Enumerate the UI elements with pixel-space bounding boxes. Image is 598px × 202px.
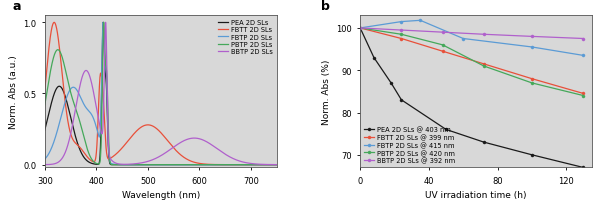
FBTT 2D SLs @ 399 nm: [398, 38, 405, 41]
FBTP 2D SLs: [271, 164, 278, 166]
BBTP 2D SLs: [271, 164, 278, 166]
FBTT 2D SLs: [140, 125, 147, 127]
FBTP 2D SLs: [276, 164, 283, 166]
FBTP 2D SLs @ 415 nm: [528, 46, 535, 49]
FBTT 2D SLs: [80, 151, 87, 153]
Line: FBTP 2D SLs: FBTP 2D SLs: [42, 23, 279, 165]
PEA 2D SLs @ 403 nm: [528, 154, 535, 156]
PEA 2D SLs: [246, 164, 253, 166]
Line: FBTP 2D SLs @ 415 nm: FBTP 2D SLs @ 415 nm: [359, 20, 585, 58]
PBTP 2D SLs @ 420 nm: [528, 82, 535, 85]
PBTP 2D SLs @ 420 nm: [439, 44, 446, 47]
BBTP 2D SLs @ 392 nm: [398, 30, 405, 32]
BBTP 2D SLs: [246, 162, 253, 165]
FBTP 2D SLs: [66, 90, 73, 93]
FBTT 2D SLs @ 399 nm: [356, 27, 364, 30]
FBTP 2D SLs: [130, 164, 137, 166]
PBTP 2D SLs: [140, 164, 147, 166]
FBTP 2D SLs @ 415 nm: [398, 21, 405, 24]
PBTP 2D SLs: [100, 22, 107, 24]
BBTP 2D SLs: [276, 164, 283, 166]
BBTP 2D SLs @ 392 nm: [580, 38, 587, 41]
FBTT 2D SLs @ 399 nm: [528, 78, 535, 80]
PEA 2D SLs: [100, 22, 107, 24]
PEA 2D SLs @ 403 nm: [370, 57, 377, 59]
Y-axis label: Norm. Abs (%): Norm. Abs (%): [322, 59, 331, 124]
Line: FBTT 2D SLs @ 399 nm: FBTT 2D SLs @ 399 nm: [359, 27, 585, 96]
X-axis label: UV irradiation time (h): UV irradiation time (h): [425, 190, 527, 199]
BBTP 2D SLs: [140, 161, 147, 164]
Legend: PEA 2D SLs, FBTT 2D SLs, FBTP 2D SLs, PBTP 2D SLs, BBTP 2D SLs: PEA 2D SLs, FBTT 2D SLs, FBTP 2D SLs, PB…: [218, 19, 273, 55]
FBTP 2D SLs: [99, 22, 106, 24]
BBTP 2D SLs @ 392 nm: [356, 27, 364, 30]
PEA 2D SLs: [39, 138, 46, 141]
FBTP 2D SLs @ 415 nm: [460, 38, 467, 41]
FBTP 2D SLs: [39, 160, 46, 163]
FBTT 2D SLs: [51, 22, 58, 24]
PBTP 2D SLs: [271, 164, 278, 166]
Legend: PEA 2D SLs @ 403 nm, FBTT 2D SLs @ 399 nm, FBTP 2D SLs @ 415 nm, PBTP 2D SLs @ 4: PEA 2D SLs @ 403 nm, FBTT 2D SLs @ 399 n…: [364, 126, 456, 164]
PBTP 2D SLs @ 420 nm: [580, 95, 587, 97]
FBTP 2D SLs: [80, 103, 87, 105]
PBTP 2D SLs: [246, 164, 253, 166]
BBTP 2D SLs: [80, 73, 87, 76]
BBTP 2D SLs: [66, 139, 73, 141]
PEA 2D SLs: [80, 156, 87, 158]
PEA 2D SLs @ 403 nm: [480, 141, 487, 144]
Text: b: b: [321, 0, 329, 13]
FBTT 2D SLs @ 399 nm: [580, 93, 587, 95]
PBTP 2D SLs @ 420 nm: [480, 65, 487, 68]
PBTP 2D SLs @ 420 nm: [356, 27, 364, 30]
Line: BBTP 2D SLs: BBTP 2D SLs: [42, 23, 279, 165]
PBTP 2D SLs: [80, 134, 87, 137]
FBTT 2D SLs: [271, 164, 278, 166]
X-axis label: Wavelength (nm): Wavelength (nm): [121, 190, 200, 199]
FBTP 2D SLs @ 415 nm: [580, 55, 587, 57]
FBTP 2D SLs @ 415 nm: [356, 27, 364, 30]
FBTT 2D SLs: [39, 113, 46, 116]
PEA 2D SLs @ 403 nm: [443, 128, 450, 131]
PEA 2D SLs: [66, 111, 73, 113]
PEA 2D SLs @ 403 nm: [388, 82, 395, 85]
BBTP 2D SLs: [39, 164, 46, 166]
Line: FBTT 2D SLs: FBTT 2D SLs: [42, 23, 279, 165]
FBTT 2D SLs @ 399 nm: [480, 63, 487, 66]
Y-axis label: Norm. Abs (a.u.): Norm. Abs (a.u.): [9, 55, 18, 129]
PBTP 2D SLs @ 420 nm: [398, 34, 405, 36]
PEA 2D SLs @ 403 nm: [356, 27, 364, 30]
PBTP 2D SLs: [66, 86, 73, 89]
Line: PEA 2D SLs @ 403 nm: PEA 2D SLs @ 403 nm: [359, 27, 585, 169]
Line: PBTP 2D SLs @ 420 nm: PBTP 2D SLs @ 420 nm: [359, 27, 585, 98]
Text: a: a: [13, 0, 21, 13]
FBTP 2D SLs: [140, 164, 147, 166]
PBTP 2D SLs: [39, 119, 46, 121]
Line: PBTP 2D SLs: PBTP 2D SLs: [42, 23, 279, 165]
PEA 2D SLs: [130, 164, 137, 166]
PEA 2D SLs: [271, 164, 278, 166]
BBTP 2D SLs @ 392 nm: [480, 34, 487, 36]
BBTP 2D SLs: [102, 22, 109, 24]
BBTP 2D SLs @ 392 nm: [528, 36, 535, 38]
FBTP 2D SLs @ 415 nm: [417, 20, 424, 22]
PEA 2D SLs @ 403 nm: [398, 99, 405, 102]
FBTP 2D SLs: [246, 164, 253, 166]
FBTT 2D SLs: [66, 128, 73, 130]
PEA 2D SLs @ 403 nm: [580, 166, 587, 169]
BBTP 2D SLs: [130, 163, 137, 165]
BBTP 2D SLs @ 392 nm: [439, 32, 446, 34]
PBTP 2D SLs: [130, 164, 137, 166]
PEA 2D SLs: [276, 164, 283, 166]
Line: PEA 2D SLs: PEA 2D SLs: [42, 23, 279, 165]
PEA 2D SLs: [140, 164, 147, 166]
FBTT 2D SLs: [246, 164, 253, 166]
Line: BBTP 2D SLs @ 392 nm: BBTP 2D SLs @ 392 nm: [359, 27, 585, 41]
FBTT 2D SLs @ 399 nm: [439, 51, 446, 53]
PBTP 2D SLs: [276, 164, 283, 166]
FBTT 2D SLs: [130, 134, 137, 136]
FBTT 2D SLs: [276, 164, 283, 166]
